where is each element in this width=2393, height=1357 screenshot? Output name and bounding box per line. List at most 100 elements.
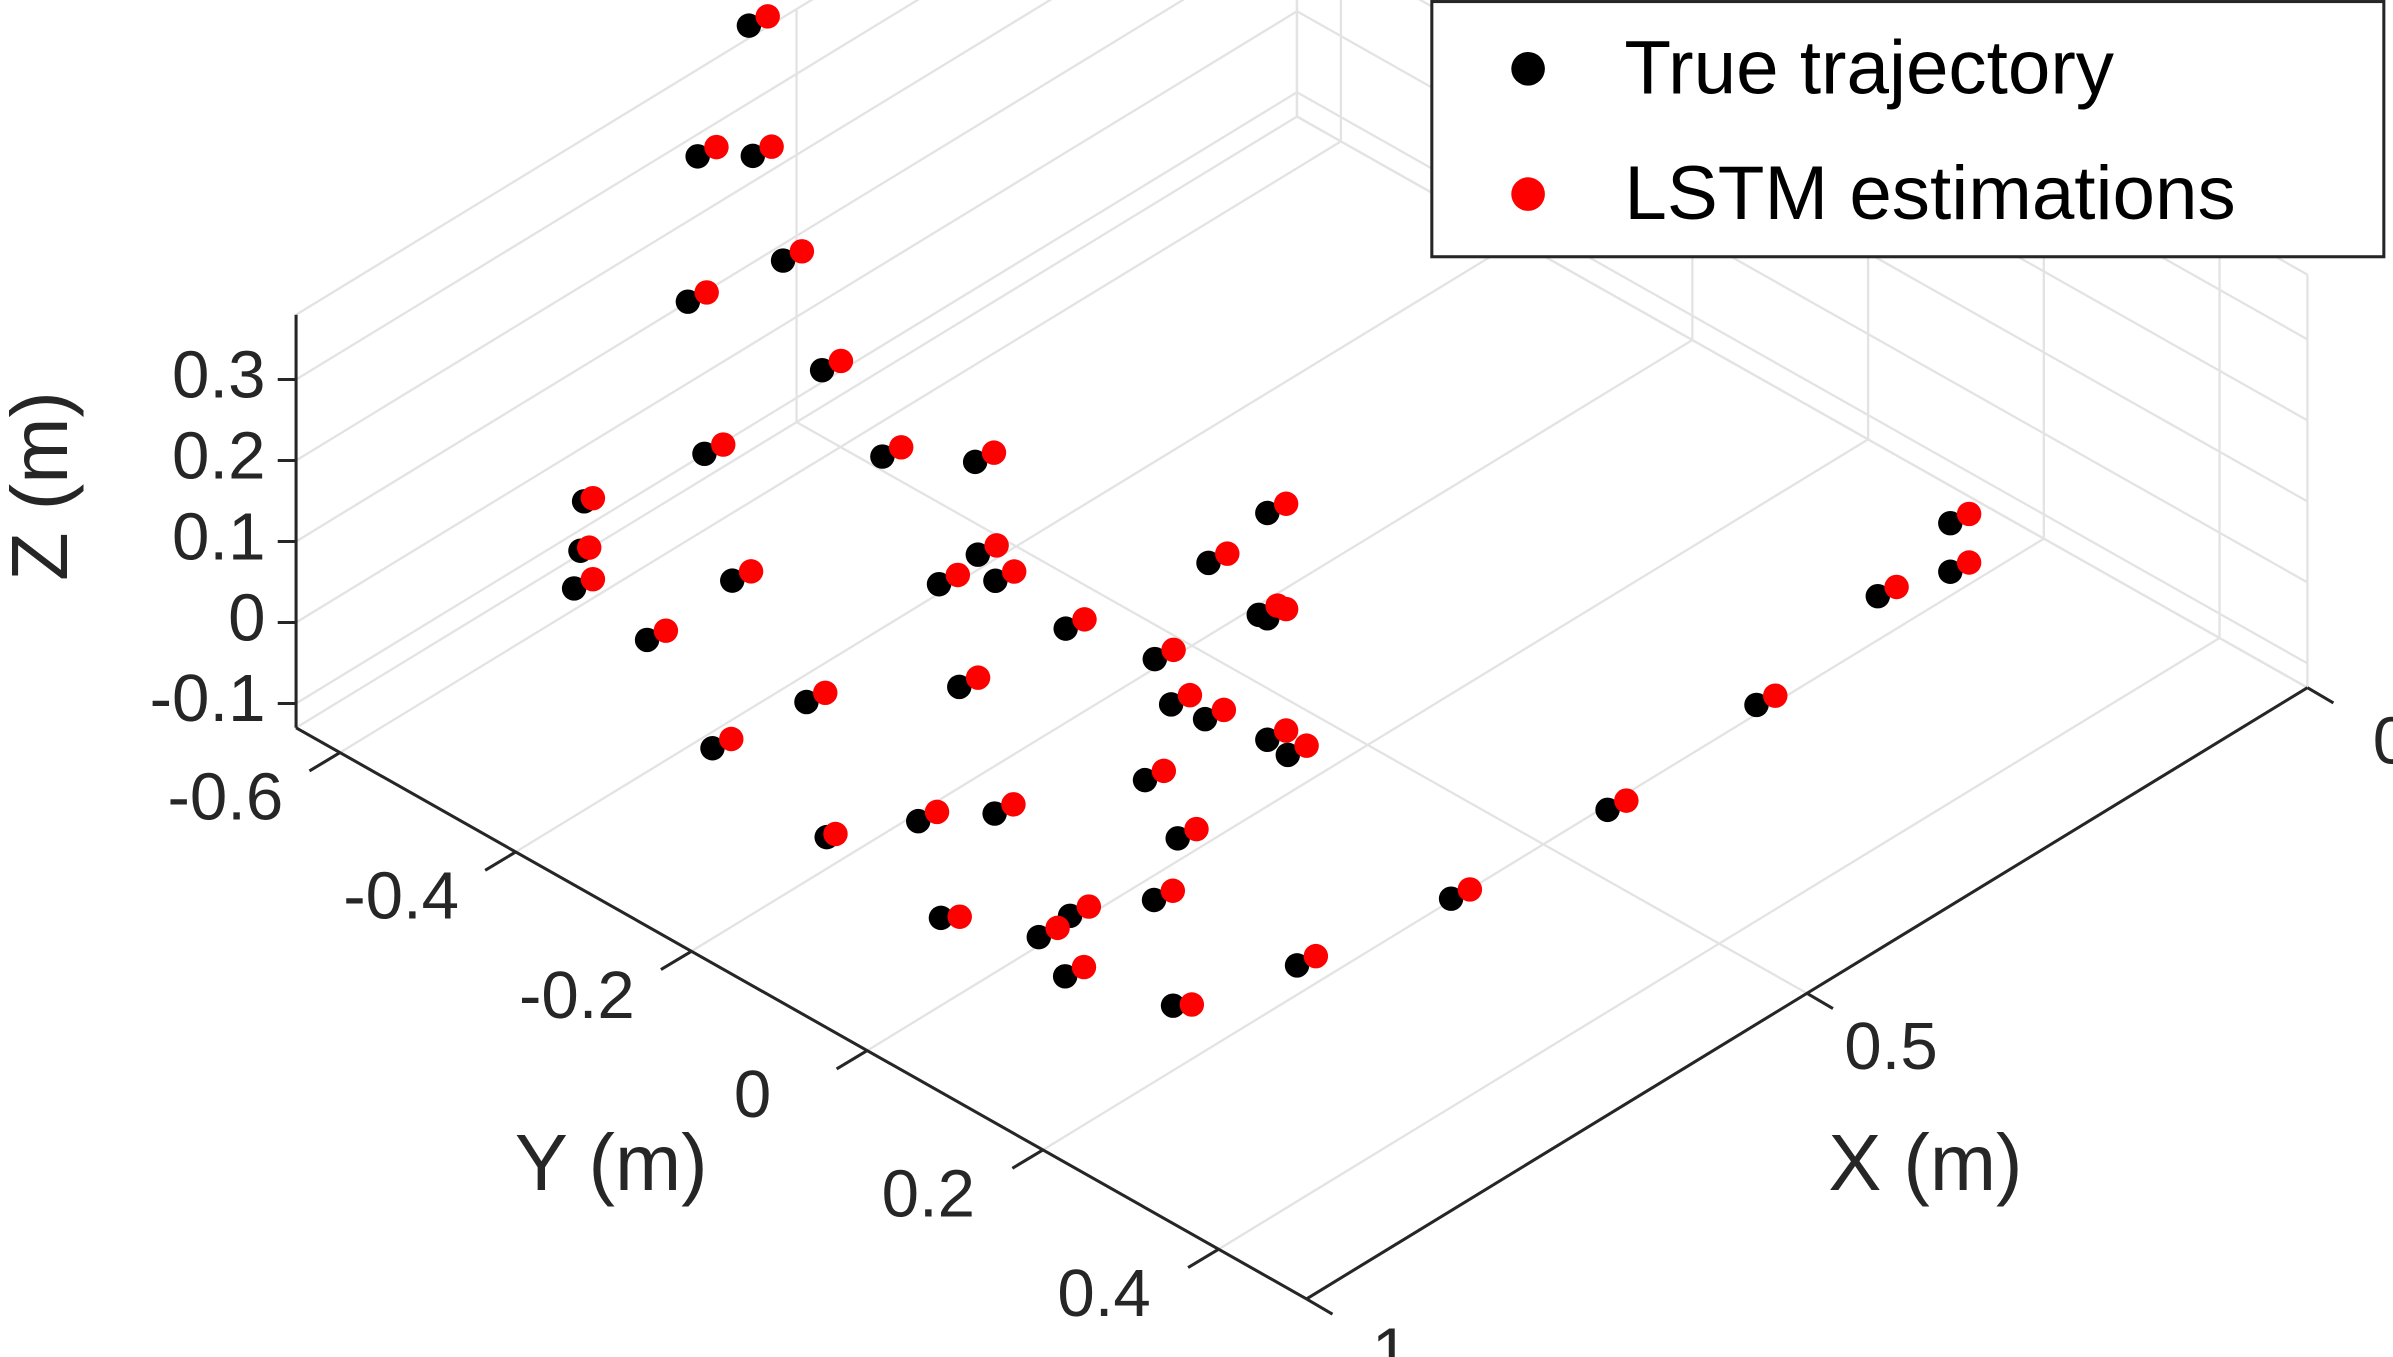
point	[823, 821, 848, 847]
point	[794, 689, 819, 715]
y-tick	[308, 751, 341, 773]
point	[653, 618, 679, 643]
y-tick	[1011, 1148, 1044, 1170]
point	[755, 4, 780, 29]
x-tick	[1806, 991, 1834, 1010]
point	[1294, 733, 1319, 758]
point	[982, 801, 1007, 826]
point	[1265, 593, 1290, 618]
point	[1938, 510, 1963, 536]
point	[965, 665, 991, 690]
grid-line	[690, 339, 1693, 953]
point	[813, 680, 838, 706]
point	[1177, 682, 1203, 708]
point	[685, 144, 710, 169]
point	[1196, 550, 1221, 576]
point	[1763, 683, 1788, 708]
point	[947, 904, 972, 929]
point	[1192, 706, 1218, 732]
x-tick	[2306, 686, 2335, 705]
point	[719, 726, 744, 752]
point	[1303, 943, 1329, 969]
grid-line	[1218, 637, 2221, 1251]
point	[711, 432, 736, 457]
legend-label: True trajectory	[1624, 26, 2114, 111]
x-tick-label: 0.5	[1844, 1009, 1937, 1084]
plot-area: 00.51-0.6-0.4-0.200.20.4-0.100.10.20.3Tr…	[150, 0, 2393, 1357]
point	[789, 239, 815, 264]
point	[906, 808, 931, 834]
point	[983, 568, 1008, 594]
point	[984, 533, 1009, 558]
point	[1001, 559, 1027, 584]
y-tick-label: -0.2	[519, 958, 635, 1033]
point	[1614, 788, 1639, 813]
grid-line	[339, 140, 1342, 754]
z-axis-label: Z (m)	[0, 391, 84, 581]
point	[1438, 886, 1464, 911]
y-axis-label: Y (m)	[515, 1118, 708, 1207]
point	[1865, 583, 1891, 609]
point	[828, 348, 854, 374]
point	[926, 571, 952, 597]
point	[1273, 491, 1299, 516]
z-tick-label: 0	[228, 580, 265, 655]
point	[1165, 826, 1190, 851]
point	[634, 627, 660, 653]
point	[1938, 559, 1963, 584]
point	[945, 562, 971, 588]
grid-line	[795, 421, 1808, 995]
point	[1132, 767, 1158, 793]
point	[962, 449, 988, 475]
grid-line	[866, 438, 1869, 1052]
y-tick-label: -0.6	[167, 759, 283, 834]
point	[1255, 500, 1280, 526]
series	[577, 4, 1982, 1017]
point	[1141, 887, 1167, 913]
x-tick-label: 1	[1372, 1315, 1409, 1357]
point	[1151, 758, 1177, 784]
point	[1053, 616, 1078, 641]
point	[759, 134, 784, 159]
point	[928, 905, 954, 931]
point	[1595, 797, 1620, 823]
grid-line	[515, 239, 1518, 853]
point	[1160, 878, 1186, 903]
point	[1158, 692, 1184, 717]
y-tick-label: 0.2	[882, 1157, 975, 1232]
y-tick-label: -0.4	[343, 859, 459, 934]
y-tick	[484, 850, 517, 872]
y-tick	[1187, 1247, 1220, 1269]
legend: True trajectory LSTM estimations	[1430, 0, 2386, 259]
y-tick	[835, 1049, 868, 1071]
grid-line	[295, 0, 920, 381]
grid-line	[295, 91, 1298, 705]
z-tick-label: 0.2	[172, 418, 265, 493]
point	[1179, 992, 1205, 1017]
point	[561, 576, 587, 601]
point	[700, 736, 725, 761]
legend-box	[1430, 0, 2386, 259]
point	[1052, 964, 1078, 989]
legend-marker	[1511, 51, 1545, 86]
point	[1273, 718, 1299, 743]
y-tick-label: 0	[734, 1057, 771, 1132]
point	[1001, 792, 1026, 817]
point	[1026, 924, 1052, 950]
point	[1045, 915, 1070, 941]
point	[809, 357, 835, 383]
point	[870, 444, 895, 469]
x-tick	[1305, 1297, 1334, 1316]
point	[1956, 501, 1982, 527]
point	[1072, 607, 1097, 632]
point	[692, 441, 717, 467]
point	[1211, 697, 1237, 723]
point	[1161, 637, 1186, 663]
legend-marker	[1511, 177, 1545, 211]
point	[1160, 993, 1186, 1018]
z-tick-label: 0.3	[172, 337, 265, 412]
grid-line	[295, 0, 1185, 543]
point	[1884, 574, 1909, 600]
